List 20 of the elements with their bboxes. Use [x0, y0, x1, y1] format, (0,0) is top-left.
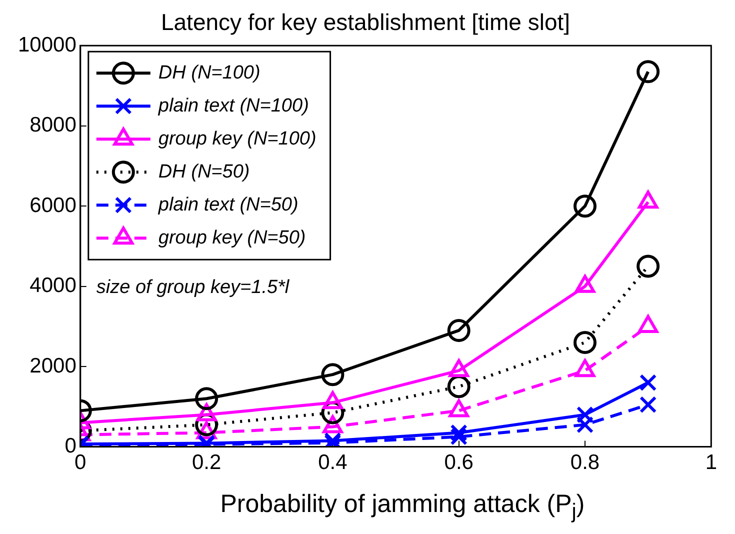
legend-label: plain text (N=50) — [157, 194, 298, 216]
y-tick-label: 10000 — [18, 33, 76, 56]
annotation: size of group key=1.5*l — [96, 276, 290, 298]
x-tick-label: 1 — [705, 451, 718, 474]
x-tick-label: 0.2 — [192, 451, 222, 474]
x-tick-label: 0.8 — [570, 451, 600, 474]
legend-label: group key (N=100) — [158, 128, 316, 150]
chart-title: Latency for key establishment [time slot] — [160, 9, 570, 36]
x-tick-label: 0.6 — [444, 451, 474, 474]
y-tick-label: 2000 — [30, 354, 76, 378]
y-tick-label: 4000 — [30, 274, 76, 298]
legend-label: plain text (N=100) — [157, 95, 309, 116]
x-axis-title: Probability of jamming attack (P$_{j}$) — [219, 490, 586, 524]
legend-label: group key (N=50) — [158, 227, 306, 248]
y-tick-label: 6000 — [30, 194, 76, 217]
x-tick-label: 0.4 — [318, 451, 348, 474]
y-tick-label: 0 — [64, 434, 76, 458]
y-tick-label: 8000 — [30, 114, 76, 137]
legend-label: DH (N=100) — [158, 62, 260, 84]
legend-label: DH (N=50) — [158, 161, 250, 182]
